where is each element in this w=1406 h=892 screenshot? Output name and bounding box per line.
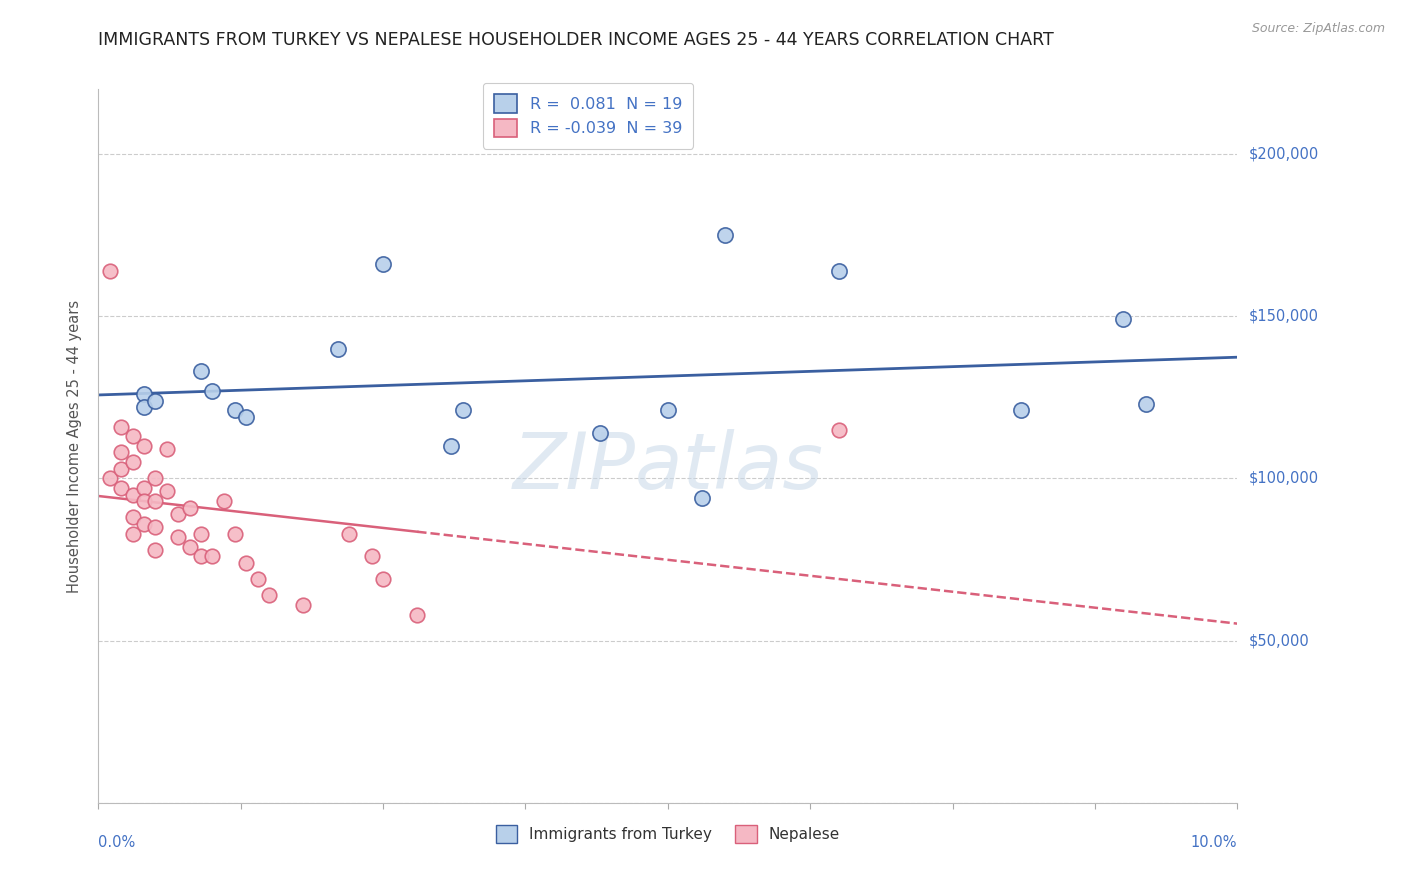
Point: [1010, 403, 1032, 417]
Point: [246, 572, 269, 586]
Text: Source: ZipAtlas.com: Source: ZipAtlas.com: [1251, 22, 1385, 36]
Point: [98, 471, 121, 485]
Text: IMMIGRANTS FROM TURKEY VS NEPALESE HOUSEHOLDER INCOME AGES 25 - 44 YEARS CORRELA: IMMIGRANTS FROM TURKEY VS NEPALESE HOUSE…: [98, 31, 1054, 49]
Point: [145, 393, 167, 408]
Text: $150,000: $150,000: [1249, 309, 1319, 324]
Point: [98, 264, 121, 278]
Point: [1112, 312, 1135, 326]
Point: [121, 510, 143, 524]
Point: [145, 542, 167, 557]
Point: [224, 403, 246, 417]
Point: [690, 491, 713, 505]
Point: [121, 526, 143, 541]
Point: [190, 364, 212, 378]
Point: [201, 549, 224, 564]
Point: [145, 471, 167, 485]
Point: [132, 481, 155, 495]
Point: [190, 526, 212, 541]
Text: $200,000: $200,000: [1249, 146, 1319, 161]
Point: [132, 494, 155, 508]
Point: [110, 445, 132, 459]
Text: 10.0%: 10.0%: [1191, 835, 1237, 850]
Point: [132, 439, 155, 453]
Point: [145, 494, 167, 508]
Point: [440, 439, 463, 453]
Text: $100,000: $100,000: [1249, 471, 1319, 486]
Point: [110, 419, 132, 434]
Point: [451, 403, 474, 417]
Point: [179, 500, 201, 515]
Point: [167, 507, 190, 521]
Point: [110, 461, 132, 475]
Point: [224, 526, 246, 541]
Legend: Immigrants from Turkey, Nepalese: Immigrants from Turkey, Nepalese: [489, 819, 846, 848]
Point: [121, 455, 143, 469]
Point: [190, 549, 212, 564]
Point: [132, 400, 155, 414]
Point: [132, 516, 155, 531]
Point: [179, 540, 201, 554]
Point: [132, 387, 155, 401]
Y-axis label: Householder Income Ages 25 - 44 years: Householder Income Ages 25 - 44 years: [67, 300, 83, 592]
Point: [1135, 397, 1157, 411]
Text: ZIPatlas: ZIPatlas: [512, 429, 824, 506]
Point: [292, 598, 315, 612]
Point: [235, 556, 257, 570]
Point: [145, 520, 167, 534]
Point: [156, 442, 179, 457]
Point: [360, 549, 382, 564]
Point: [235, 409, 257, 424]
Text: 0.0%: 0.0%: [98, 835, 135, 850]
Point: [828, 423, 851, 437]
Point: [373, 257, 395, 271]
Point: [201, 384, 224, 398]
Point: [110, 481, 132, 495]
Point: [259, 588, 281, 602]
Point: [406, 607, 429, 622]
Point: [326, 342, 349, 356]
Point: [828, 264, 851, 278]
Point: [588, 425, 610, 440]
Point: [714, 228, 737, 243]
Point: [121, 429, 143, 443]
Point: [337, 526, 360, 541]
Point: [167, 530, 190, 544]
Point: [212, 494, 235, 508]
Point: [121, 488, 143, 502]
Text: $50,000: $50,000: [1249, 633, 1309, 648]
Point: [373, 572, 395, 586]
Point: [156, 484, 179, 499]
Point: [657, 403, 679, 417]
